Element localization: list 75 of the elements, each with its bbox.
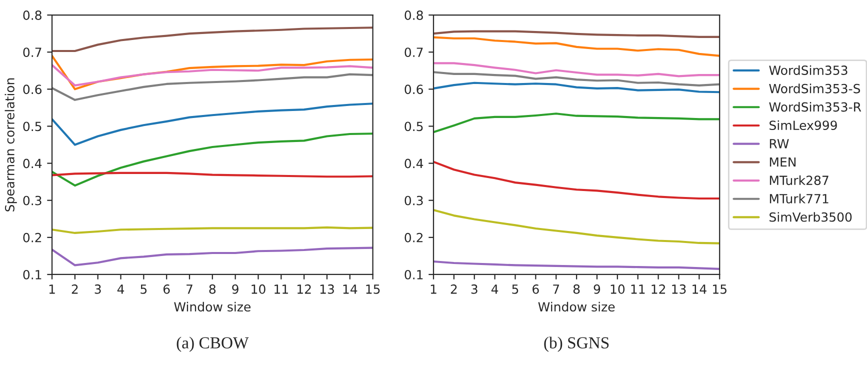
y-tick-label: 0.4: [404, 158, 424, 168]
legend-label: WordSim353: [769, 65, 848, 75]
y-tick-label: 0.1: [404, 270, 423, 280]
x-tick-label: 13: [672, 284, 686, 294]
y-tick-label: 0.8: [23, 10, 42, 20]
x-tick-label: 3: [471, 284, 478, 294]
x-tick-label: 10: [252, 284, 266, 294]
x-tick-label: 10: [610, 284, 625, 294]
y-tick-label: 0.2: [404, 232, 423, 242]
x-tick-label: 2: [72, 284, 78, 294]
legend-label: MTurk771: [770, 194, 828, 204]
y-tick-label: 0.1: [23, 270, 42, 280]
x-axis-title: Window size: [538, 302, 615, 312]
y-tick-label: 0.6: [23, 84, 42, 94]
y-tick-label: 0.3: [404, 196, 423, 206]
line-series: [52, 54, 373, 90]
x-tick-label: 7: [553, 284, 560, 294]
x-tick-label: 6: [163, 284, 170, 294]
line-series: [52, 26, 373, 52]
x-tick-label: 12: [652, 284, 665, 294]
x-axis-title: Window size: [174, 302, 250, 312]
line-series: [52, 73, 373, 101]
line-series: [434, 36, 720, 57]
y-tick-label: 0.5: [23, 122, 42, 132]
line-series: [52, 246, 373, 266]
legend-label: MEN: [770, 157, 796, 167]
y-tick-label: 0.4: [23, 158, 42, 168]
y-tick-label: 0.8: [404, 10, 423, 20]
x-tick-label: 4: [117, 284, 124, 294]
line-series: [52, 102, 373, 146]
line-series: [434, 260, 720, 270]
line-series: [52, 132, 373, 187]
x-tick-label: 11: [631, 284, 645, 294]
text: (b) SGNS: [544, 336, 609, 352]
x-tick-label: 6: [532, 284, 539, 294]
x-tick-label: 5: [512, 284, 518, 294]
x-tick-label: 14: [343, 284, 358, 294]
x-tick-label: 14: [692, 284, 706, 294]
y-tick-label: 0.6: [404, 84, 423, 94]
x-tick-label: 8: [573, 284, 580, 294]
line-series: [434, 208, 720, 244]
legend-label: MTurk287: [770, 175, 828, 186]
line-series: [434, 82, 720, 94]
line-series: [434, 112, 720, 134]
x-tick-label: 4: [491, 284, 498, 294]
x-tick-label: 15: [713, 284, 726, 294]
y-tick-label: 0.7: [404, 48, 423, 58]
y-tick-label: 0.7: [23, 48, 42, 58]
legend-label: WordSim353-R: [769, 102, 862, 112]
x-tick-label: 1: [430, 284, 436, 294]
x-tick-label: 2: [450, 284, 457, 294]
y-tick-label: 0.3: [23, 196, 42, 206]
legend-label: SimLex999: [770, 120, 837, 130]
x-tick-label: 15: [366, 284, 380, 294]
line-series: [434, 160, 720, 200]
line-series: [434, 62, 720, 78]
legend-label: WordSim353-S: [769, 84, 860, 94]
y-tick-label: 0.2: [23, 232, 42, 242]
x-tick-label: 11: [274, 284, 288, 294]
line-series: [434, 71, 720, 87]
x-tick-label: 12: [297, 284, 311, 294]
x-tick-label: 9: [594, 284, 600, 294]
x-tick-label: 3: [94, 284, 101, 294]
legend-label: RW: [770, 139, 789, 148]
legend-label: SimVerb3500: [770, 212, 852, 222]
x-tick-label: 9: [232, 284, 238, 294]
x-tick-label: 7: [186, 284, 192, 294]
y-axis-title: Spearman correlation: [4, 78, 17, 212]
x-tick-label: 13: [320, 284, 334, 294]
text: (a) CBOW: [176, 336, 249, 352]
x-tick-label: 8: [209, 284, 216, 294]
x-tick-label: 5: [140, 284, 147, 294]
x-tick-label: 1: [49, 284, 55, 294]
y-tick-label: 0.5: [404, 122, 423, 132]
line-series: [52, 64, 373, 87]
